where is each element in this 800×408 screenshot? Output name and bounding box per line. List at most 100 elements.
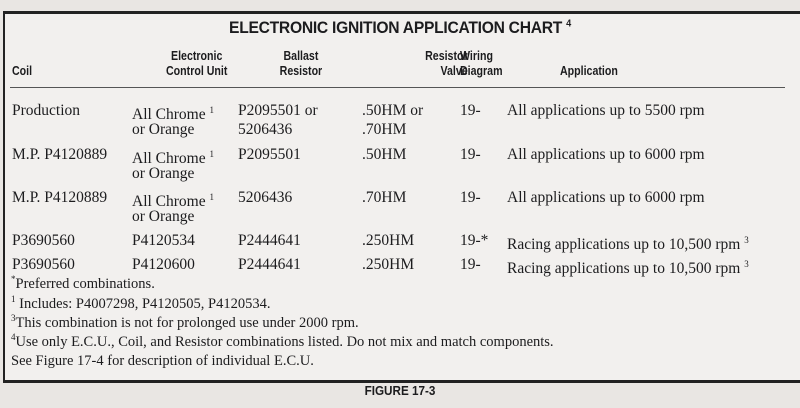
footnote: 1 Includes: P4007298, P4120505, P4120534…	[11, 294, 270, 313]
ballast-cell: P2444641	[238, 255, 301, 274]
application-cell-text: All applications up to 6000 rpm	[507, 146, 705, 163]
coil-cell: M.P. P4120889	[12, 188, 107, 207]
footnote-mark: 1	[11, 294, 16, 304]
application-cell: All applications up to 6000 rpm	[507, 145, 705, 164]
wiring-cell: 19-*	[460, 231, 488, 250]
footnote-mark: 3	[11, 313, 16, 323]
ballast-cell: P2095501	[238, 145, 301, 164]
column-header: Ballast Resistor	[256, 49, 346, 79]
wiring-cell: 19-	[460, 101, 481, 120]
application-cell: Racing applications up to 10,500 rpm 3	[507, 255, 749, 278]
application-cell-text: Racing applications up to 10,500 rpm	[507, 260, 741, 278]
ecu-cell-line2: or Orange	[132, 120, 194, 139]
ecu-cell-line2-text: or Orange	[132, 165, 195, 182]
valve-cell-text: .70HM	[362, 189, 407, 206]
header-line2: Resistor	[279, 64, 323, 78]
figure-caption: FIGURE 17-3	[364, 383, 436, 398]
header-line1	[560, 49, 640, 64]
column-header: Coil	[12, 49, 32, 79]
footnote: *Preferred combinations.	[11, 274, 155, 293]
wiring-cell: 19-	[460, 145, 481, 164]
wiring-cell-text: 19-	[460, 146, 481, 163]
wiring-cell-text: 19-	[460, 189, 481, 206]
valve-cell: .70HM	[362, 188, 406, 207]
coil-cell: P3690560	[12, 231, 75, 250]
application-cell-text: Racing applications up to 10,500 rpm	[507, 236, 741, 254]
ballast-cell-text: P2444641	[238, 256, 301, 273]
valve-cell: .50HM or	[362, 101, 423, 120]
application-cell-text: All applications up to 5500 rpm	[507, 102, 705, 119]
footnote-text: See Figure 17-4 for description of indiv…	[11, 352, 314, 369]
wiring-cell-text: 19-	[460, 102, 481, 119]
footnote: 4Use only E.C.U., Coil, and Resistor com…	[11, 332, 554, 351]
wiring-cell: 19-	[460, 255, 481, 274]
footnote-mark: 1	[209, 192, 215, 202]
footnote-text: This combination is not for prolonged us…	[15, 314, 359, 331]
ecu-cell-line2-text: or Orange	[132, 208, 195, 225]
ballast-cell-text: P2095501	[238, 146, 301, 163]
coil-cell: M.P. P4120889	[12, 145, 107, 164]
valve-cell: .250HM	[362, 255, 414, 274]
ecu-cell-text: All Chrome	[132, 106, 206, 124]
coil-cell-text: Production	[12, 102, 81, 119]
chart-frame	[3, 11, 800, 383]
ballast-cell: P2444641	[238, 231, 301, 250]
column-header: Wiring Diagram	[460, 49, 530, 79]
ecu-cell-line2: or Orange	[132, 164, 194, 183]
header-line2: Application	[560, 64, 618, 78]
ecu-cell-text: P4120534	[132, 232, 195, 249]
footnote-mark: *	[11, 274, 16, 284]
header-line1: Ballast	[283, 49, 319, 63]
ballast-cell-text: P2095501 or	[238, 102, 318, 119]
valve-cell: .250HM	[362, 231, 414, 250]
valve-cell-text: .250HM	[362, 256, 415, 273]
valve-cell: .50HM	[362, 145, 406, 164]
footnote-mark: 1	[209, 149, 215, 159]
ecu-cell: P4120534	[132, 231, 195, 250]
wiring-cell-text: 19-	[460, 256, 481, 273]
ecu-cell: P4120600	[132, 255, 195, 274]
wiring-cell-text: 19-*	[460, 232, 489, 249]
footnote-text: Use only E.C.U., Coil, and Resistor comb…	[15, 333, 554, 350]
ecu-cell: All Chrome 1	[132, 145, 214, 168]
valve-cell-line2-text: .70HM	[362, 121, 407, 138]
ecu-cell: All Chrome 1	[132, 188, 214, 211]
footnote-mark: 3	[744, 259, 749, 269]
footnote-text: Preferred combinations.	[15, 275, 155, 292]
column-header: Resistor Valve	[368, 49, 468, 79]
header-line1	[12, 49, 32, 64]
header-line2: Control Unit	[166, 64, 228, 78]
footnote-text: Includes: P4007298, P4120505, P4120534.	[15, 295, 271, 312]
ballast-cell-text: P2444641	[238, 232, 301, 249]
ecu-cell-text: All Chrome	[132, 150, 206, 168]
coil-cell-text: M.P. P4120889	[12, 189, 108, 206]
header-line2: Coil	[12, 64, 33, 78]
valve-cell-text: .50HM	[362, 146, 407, 163]
ecu-cell-text: All Chrome	[132, 193, 206, 211]
ballast-cell-text: 5206436	[238, 189, 293, 206]
footnote: 3This combination is not for prolonged u…	[11, 313, 359, 332]
ballast-cell: P2095501 or	[238, 101, 318, 120]
ecu-cell-line2: or Orange	[132, 207, 194, 226]
application-cell: All applications up to 5500 rpm	[507, 101, 705, 120]
application-cell: Racing applications up to 10,500 rpm 3	[507, 231, 749, 254]
page-title: ELECTRONIC IGNITION APPLICATION CHART 4	[32, 18, 768, 38]
ecu-cell: All Chrome 1	[132, 101, 214, 124]
title-text: ELECTRONIC IGNITION APPLICATION CHART	[229, 18, 563, 37]
coil-cell: Production	[12, 101, 80, 120]
ballast-cell: 5206436	[238, 188, 292, 207]
coil-cell-text: M.P. P4120889	[12, 146, 108, 163]
header-line1: Electronic	[171, 49, 223, 63]
coil-cell: P3690560	[12, 255, 75, 274]
header-line1: Wiring	[460, 49, 493, 63]
footnote-mark: 4	[11, 332, 16, 342]
ecu-cell-line2-text: or Orange	[132, 121, 195, 138]
ballast-cell-line2: 5206436	[238, 120, 292, 139]
valve-cell-text: .250HM	[362, 232, 415, 249]
wiring-cell: 19-	[460, 188, 481, 207]
coil-cell-text: P3690560	[12, 256, 75, 273]
header-divider	[10, 87, 785, 88]
column-header: Application	[560, 49, 640, 79]
ballast-cell-line2-text: 5206436	[238, 121, 293, 138]
header-line1: Resistor	[425, 49, 468, 63]
